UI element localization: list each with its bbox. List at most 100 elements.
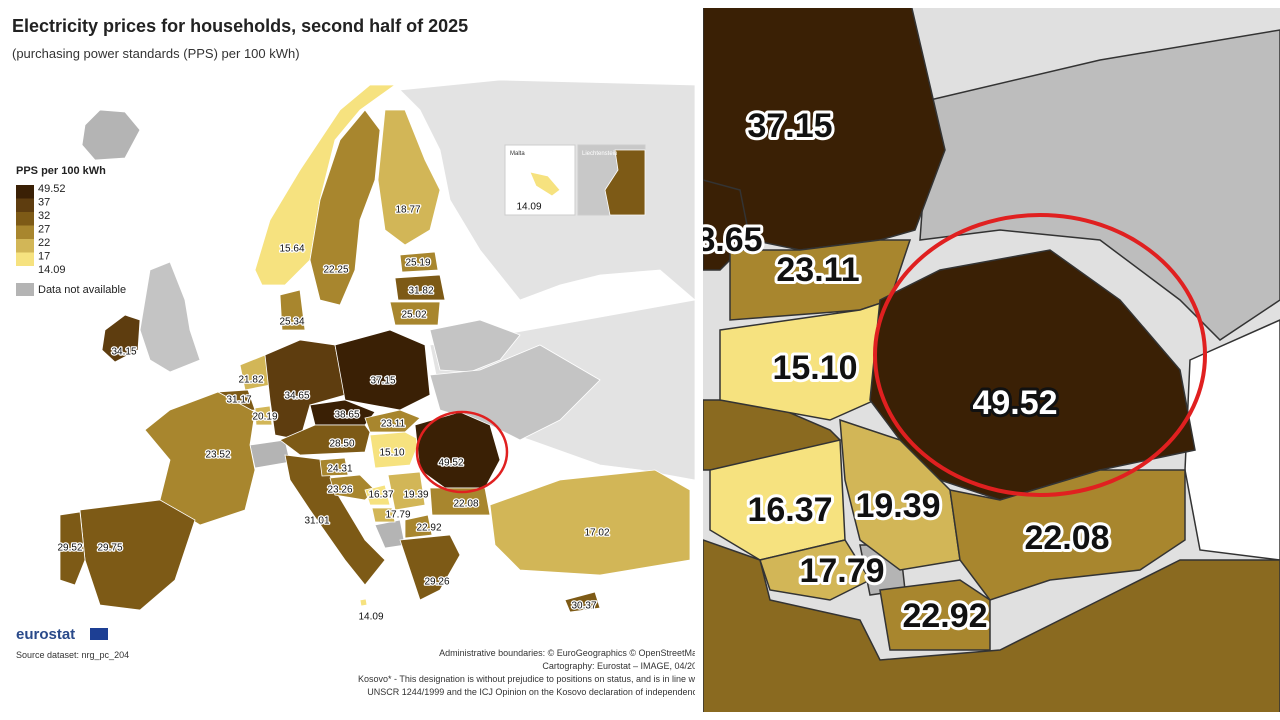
- subtitle: (purchasing power standards (PPS) per 10…: [12, 46, 300, 61]
- region-label: 29.52: [57, 543, 82, 554]
- region-label: 29.26: [424, 577, 449, 588]
- legend-swatch: [16, 198, 34, 212]
- region-label: 14.09: [358, 612, 383, 623]
- region: [359, 598, 368, 607]
- region-label: 31.17: [226, 395, 251, 406]
- region: [364, 484, 391, 506]
- region: [394, 274, 446, 301]
- region: [369, 431, 421, 469]
- region-label: 22.08: [1024, 519, 1109, 557]
- region-label: 15.10: [379, 448, 404, 459]
- region-label: 31.82: [408, 286, 433, 297]
- region-label: 18.77: [395, 205, 420, 216]
- region-label: 22.08: [453, 499, 478, 510]
- region: [604, 149, 646, 216]
- region-label: 16.37: [747, 491, 832, 529]
- region: [489, 469, 691, 576]
- source: Source dataset: nrg_pc_204: [16, 650, 129, 660]
- region-label: 30.37: [571, 601, 596, 612]
- region-label: 21.82: [238, 375, 263, 386]
- region-label: 19.39: [403, 490, 428, 501]
- region-label: 37.15: [747, 107, 832, 145]
- region-label: 38.65: [334, 410, 359, 421]
- region: [949, 469, 1186, 601]
- legend-swatch: [16, 185, 34, 199]
- region-label: 28.50: [329, 439, 354, 450]
- legend-title: PPS per 100 kWh: [16, 165, 106, 177]
- region-label: 22.92: [416, 523, 441, 534]
- eu-flag: [90, 628, 108, 640]
- region-label: 17.79: [799, 552, 884, 590]
- region: [387, 471, 426, 511]
- region: [254, 405, 273, 426]
- region-label: 49.52: [972, 384, 1057, 422]
- region-label: 22.25: [323, 265, 348, 276]
- region: [59, 511, 86, 586]
- region-label: 34.15: [111, 347, 136, 358]
- legend-label: 49.52: [38, 183, 66, 195]
- zoom-map-panel: 37.15 38.65 23.11 15.10 49.52 16.37 19.39 17.79…: [677, 8, 1280, 712]
- footnote: UNSCR 1244/1999 and the ICJ Opinion on t…: [367, 687, 697, 697]
- region-label: 31.01: [304, 516, 329, 527]
- region: [399, 251, 439, 273]
- legend-swatch: [16, 225, 34, 239]
- region-label: 20.19: [252, 412, 277, 423]
- legend-swatch: [16, 252, 34, 266]
- legend-label: 27: [38, 223, 50, 235]
- region-label: 37.15: [370, 376, 395, 387]
- inset-name: Liechtenstein: [582, 151, 617, 157]
- region: [429, 487, 491, 516]
- region-label: 16.37: [368, 490, 393, 501]
- region-label: 25.19: [405, 258, 430, 269]
- region-label: 14.09: [516, 202, 541, 213]
- footnote: Kosovo* - This designation is without pr…: [358, 674, 697, 684]
- legend-label: 32: [38, 210, 50, 222]
- region-label: 23.26: [327, 485, 352, 496]
- region: [79, 499, 196, 611]
- region: [729, 239, 912, 321]
- region: [377, 109, 441, 246]
- region: [101, 314, 141, 363]
- region-label: 25.34: [279, 317, 304, 328]
- left-map-panel: 34.15 15.64 22.25 18.77 25.19 31.82 25.02 25.34…: [12, 16, 697, 697]
- region-label: 15.64: [279, 244, 304, 255]
- region: [399, 534, 461, 601]
- region-label: 23.52: [205, 450, 230, 461]
- region: [144, 391, 256, 526]
- legend-label: 37: [38, 196, 50, 208]
- region: [759, 539, 872, 601]
- region: [334, 329, 431, 411]
- legend-label: 22: [38, 237, 50, 249]
- region: [564, 591, 601, 613]
- region-label: 17.02: [584, 528, 609, 539]
- region-label: 23.11: [776, 251, 859, 289]
- region: [279, 424, 371, 456]
- region: [279, 289, 306, 331]
- logo: eurostat: [16, 626, 75, 643]
- legend-label: 17: [38, 250, 50, 262]
- region-label: 25.02: [401, 310, 426, 321]
- legend-swatch: [16, 283, 34, 296]
- region-label: 24.31: [327, 464, 352, 475]
- region-label: 29.75: [97, 543, 122, 554]
- region: [529, 171, 561, 197]
- footnote: Administrative boundaries: © EuroGeograp…: [439, 648, 697, 658]
- inset-name: Malta: [510, 151, 525, 157]
- region-label: 49.52: [438, 458, 463, 469]
- title: Electricity prices for households, secon…: [12, 16, 468, 36]
- region: [254, 84, 397, 286]
- region: [839, 418, 961, 571]
- region: [319, 457, 349, 477]
- legend-swatch: [16, 239, 34, 253]
- region-label: 22.92: [902, 597, 987, 635]
- region-label: 19.39: [855, 487, 940, 525]
- footnote: Cartography: Eurostat – IMAGE, 04/20: [542, 661, 697, 671]
- region-label: 23.11: [381, 419, 406, 430]
- legend-label: 14.09: [38, 264, 66, 276]
- region: [309, 109, 381, 306]
- region-label: 15.10: [772, 349, 857, 387]
- region: [389, 301, 441, 326]
- legend-label: Data not available: [38, 284, 126, 296]
- region-label: 38.65: [677, 221, 762, 259]
